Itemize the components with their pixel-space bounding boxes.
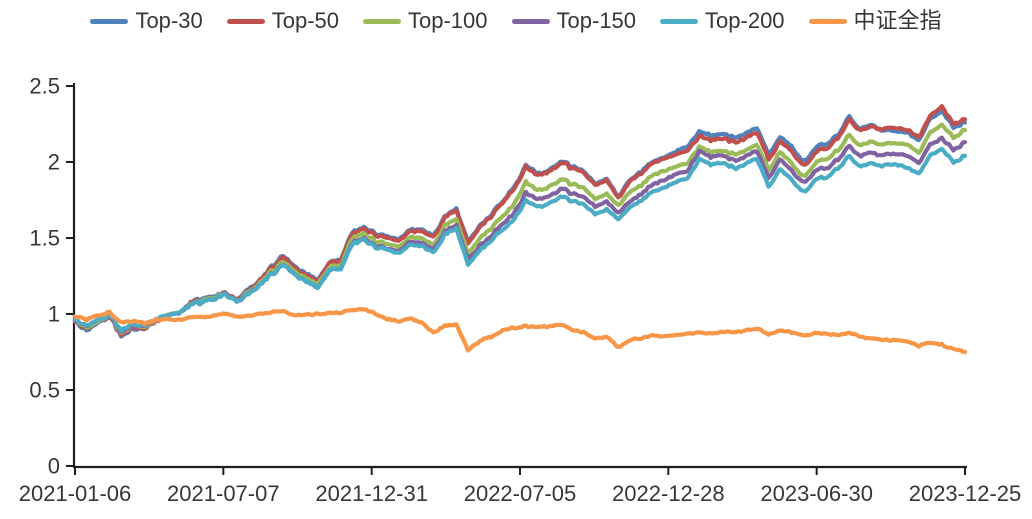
- x-tick-label: 2022-07-05: [464, 481, 577, 506]
- legend-item-csi-all-share[interactable]: 中证全指: [808, 8, 942, 33]
- x-tick-label: 2021-07-07: [167, 481, 280, 506]
- legend-label-top-30: Top-30: [135, 8, 203, 33]
- legend-label-top-200: Top-200: [705, 8, 785, 33]
- legend-swatch-top-30: [90, 18, 129, 24]
- legend-swatch-csi-all-share: [808, 18, 847, 24]
- chart-legend: Top-30 Top-50 Top-100 Top-150 Top-200 中证全指: [0, 10, 1032, 32]
- legend-swatch-top-100: [363, 18, 401, 24]
- y-tick-label: 2.5: [29, 74, 60, 99]
- legend-item-top-150[interactable]: Top-150: [511, 8, 637, 33]
- legend-item-top-50[interactable]: Top-50: [226, 8, 339, 33]
- x-tick-label: 2022-12-28: [612, 481, 725, 506]
- legend-item-top-200[interactable]: Top-200: [660, 10, 785, 32]
- series-line-top-200: [72, 146, 968, 333]
- legend-swatch-top-50: [226, 18, 265, 24]
- legend-label-top-50: Top-50: [271, 8, 339, 33]
- series-line-csi-all-share: [72, 307, 968, 355]
- x-tick-label: 2023-06-30: [760, 481, 873, 506]
- legend-label-csi-all-share: 中证全指: [853, 8, 942, 33]
- legend-swatch-top-150: [511, 18, 550, 24]
- legend-label-top-100: Top-100: [408, 8, 488, 33]
- legend-item-top-30[interactable]: Top-30: [90, 8, 203, 33]
- y-tick-label: 1: [48, 302, 60, 327]
- y-tick-label: 2: [48, 150, 60, 175]
- legend-item-top-100[interactable]: Top-100: [363, 10, 488, 32]
- y-tick-label: 1.5: [29, 226, 60, 251]
- y-tick-label: 0.5: [29, 378, 60, 403]
- x-tick-label: 2021-12-31: [315, 481, 428, 506]
- x-tick-label: 2023-12-25: [909, 481, 1022, 506]
- legend-label-top-150: Top-150: [556, 8, 637, 33]
- legend-swatch-top-200: [660, 18, 699, 24]
- x-tick-label: 2021-01-06: [19, 481, 132, 506]
- y-tick-label: 0: [48, 454, 60, 479]
